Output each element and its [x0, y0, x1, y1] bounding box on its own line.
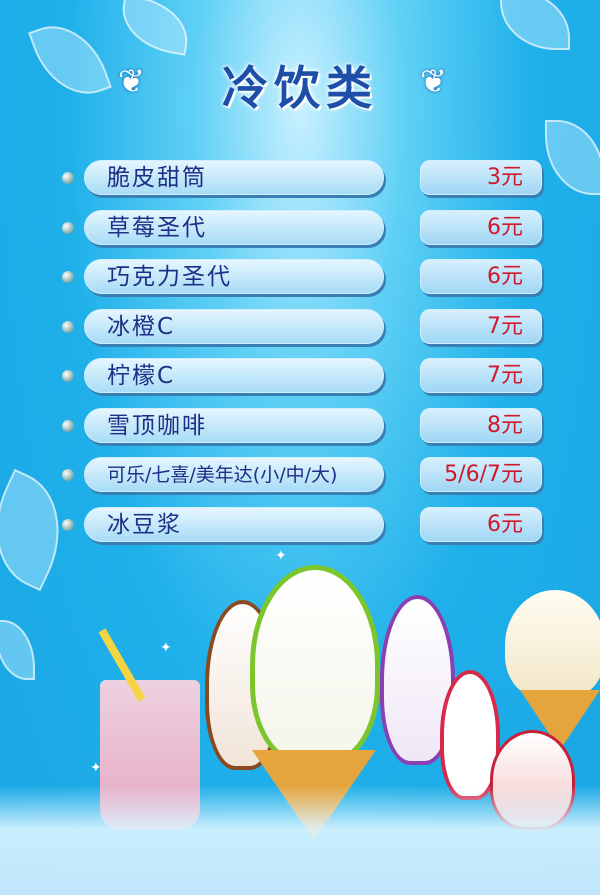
menu-item: 可乐/七喜/美年达(小/中/大) 5/6/7元 [0, 457, 600, 493]
item-price: 7元 [420, 358, 542, 393]
bullet-icon [62, 320, 74, 333]
menu-item: 冰橙C 7元 [0, 308, 600, 345]
item-name: 脆皮甜筒 [84, 160, 384, 195]
bullet-icon [62, 221, 74, 234]
bullet-icon [62, 271, 74, 283]
menu-item: 脆皮甜筒 3元 [0, 160, 600, 196]
bullet-icon [62, 469, 74, 481]
leaf-decoration [500, 0, 570, 50]
item-name: 巧克力圣代 [84, 259, 384, 294]
green-ice-cream [250, 565, 380, 765]
leaf-decoration [116, 0, 194, 56]
ornament-left-icon: ❦ [118, 62, 145, 100]
sparkle-icon: ✦ [90, 760, 102, 776]
item-price: 3元 [420, 160, 542, 195]
item-price: 8元 [420, 407, 542, 443]
leaf-decoration [0, 620, 35, 680]
item-name: 柠檬C [84, 358, 384, 393]
sparkle-icon: ✦ [160, 640, 172, 656]
item-name: 冰橙C [84, 308, 384, 344]
sparkle-icon: ✦ [275, 548, 287, 564]
menu-item: 柠檬C 7元 [0, 358, 600, 394]
menu-item: 草莓圣代 6元 [0, 209, 600, 246]
ice-cubes [0, 785, 600, 895]
item-name: 草莓圣代 [84, 209, 384, 245]
item-name: 雪顶咖啡 [84, 407, 384, 443]
item-name: 冰豆浆 [84, 506, 384, 542]
item-price: 6元 [420, 209, 542, 245]
bullet-icon [62, 518, 74, 531]
item-price: 6元 [420, 259, 542, 294]
ornament-right-icon: ❦ [420, 62, 447, 100]
item-price: 7元 [420, 308, 542, 344]
menu-item: 冰豆浆 6元 [0, 506, 600, 543]
page-title: 冷饮类 [222, 61, 378, 115]
vanilla-ice-cream [505, 590, 600, 700]
item-name: 可乐/七喜/美年达(小/中/大) [84, 457, 384, 492]
menu-item: 雪顶咖啡 8元 [0, 407, 600, 444]
bullet-icon [62, 419, 74, 432]
bullet-icon [62, 370, 74, 382]
bullet-icon [62, 172, 74, 184]
item-price: 6元 [420, 506, 542, 542]
item-price: 5/6/7元 [420, 457, 542, 492]
menu-item: 巧克力圣代 6元 [0, 259, 600, 295]
